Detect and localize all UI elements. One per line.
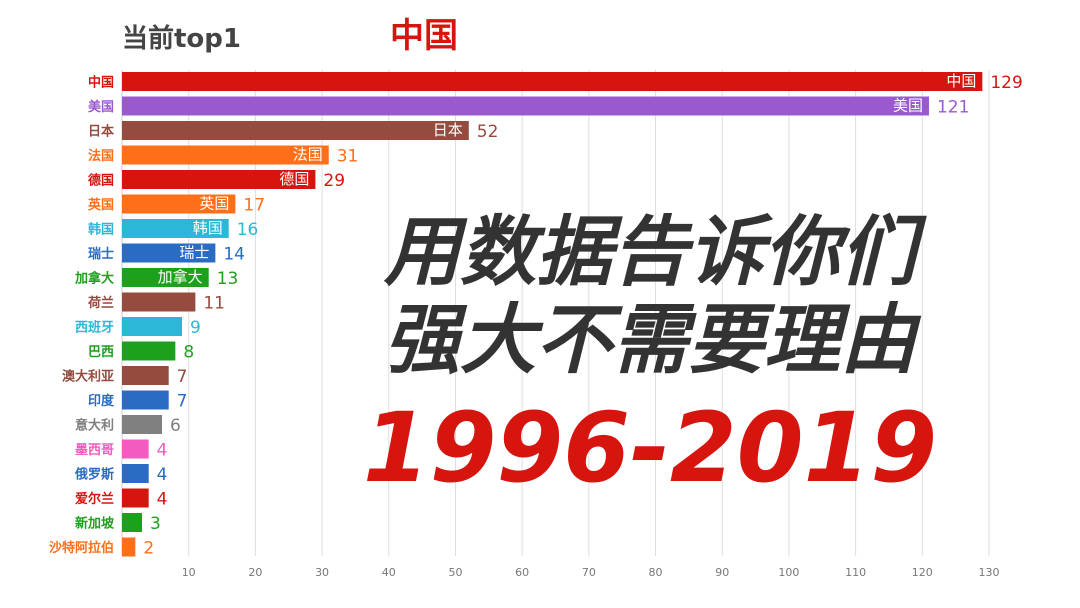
bar-inner-label: 德国	[279, 170, 309, 188]
overlay-line-2: 强大不需要理由	[384, 295, 916, 384]
bar	[122, 145, 329, 165]
category-label: 荷兰	[87, 295, 114, 311]
category-label: 俄罗斯	[74, 467, 114, 483]
value-label: 6	[170, 416, 181, 436]
value-label: 4	[157, 490, 168, 510]
value-label: 13	[217, 269, 239, 289]
bar-inner-label: 日本	[433, 121, 463, 139]
value-label: 121	[937, 98, 969, 118]
x-tick-label: 80	[649, 566, 663, 579]
category-label: 加拿大	[74, 271, 114, 287]
value-label: 4	[157, 441, 168, 461]
overlay-line-1: 用数据告诉你们	[384, 207, 916, 296]
bar	[122, 219, 229, 238]
value-label: 7	[177, 367, 188, 387]
value-label: 7	[177, 392, 188, 412]
x-tick-label: 70	[582, 566, 596, 579]
bar	[122, 537, 136, 557]
x-tick-label: 40	[382, 566, 396, 579]
bar	[122, 439, 149, 459]
bar	[122, 121, 469, 140]
bar-inner-label: 瑞士	[179, 244, 209, 262]
category-label: 印度	[88, 393, 115, 409]
bar	[122, 317, 183, 336]
category-label: 西班牙	[75, 320, 114, 336]
category-label: 沙特阿拉伯	[49, 540, 114, 556]
value-label: 52	[477, 122, 499, 142]
category-label: 爱尔兰	[75, 491, 114, 507]
x-tick-label: 60	[515, 566, 529, 579]
category-label: 新加坡	[75, 516, 115, 532]
category-label: 中国	[88, 75, 114, 91]
bar-inner-label: 法国	[293, 146, 323, 164]
bar	[122, 464, 149, 483]
x-tick-label: 120	[912, 566, 933, 579]
value-label: 8	[183, 343, 194, 363]
bar	[122, 243, 216, 263]
value-label: 129	[990, 73, 1022, 93]
category-label: 法国	[88, 148, 114, 164]
x-tick-label: 20	[248, 566, 262, 579]
bar	[122, 170, 316, 189]
bar	[122, 292, 196, 312]
value-label: 2	[143, 539, 154, 559]
bar	[122, 96, 929, 116]
bar-inner-label: 加拿大	[158, 268, 203, 286]
overlay-year-range: 1996-2019	[362, 392, 938, 504]
category-label: 美国	[88, 99, 114, 115]
bar	[122, 341, 176, 361]
x-tick-label: 90	[715, 566, 729, 579]
bar	[122, 390, 169, 410]
value-label: 14	[223, 245, 245, 265]
bar-inner-label: 英国	[199, 195, 229, 213]
x-tick-label: 130	[979, 566, 1000, 579]
bar	[122, 415, 163, 434]
value-label: 31	[337, 147, 359, 167]
value-label: 16	[237, 220, 259, 240]
chart-title: 当前top1	[122, 24, 241, 54]
category-label: 日本	[88, 124, 114, 140]
category-label: 巴西	[88, 345, 114, 360]
bar-inner-label: 美国	[893, 97, 923, 115]
bar	[122, 366, 169, 385]
current-leader: 中国	[390, 16, 458, 56]
value-label: 3	[150, 514, 161, 534]
category-label: 意大利	[75, 418, 114, 434]
category-label: 英国	[87, 197, 114, 213]
bar	[122, 194, 236, 214]
value-label: 11	[203, 294, 225, 314]
value-label: 9	[190, 318, 201, 338]
category-label: 德国	[88, 173, 114, 189]
value-label: 4	[157, 465, 168, 485]
x-tick-label: 30	[315, 566, 329, 579]
category-label: 韩国	[88, 222, 114, 238]
category-label: 墨西哥	[75, 442, 114, 458]
bar-inner-label: 中国	[946, 72, 976, 90]
bar	[122, 72, 983, 91]
category-label: 澳大利亚	[62, 369, 114, 385]
bar	[122, 488, 149, 508]
bar-inner-label: 韩国	[193, 219, 223, 237]
category-label: 瑞士	[88, 246, 114, 262]
bar	[122, 268, 209, 287]
x-tick-label: 50	[448, 566, 462, 579]
x-tick-label: 110	[845, 566, 866, 579]
x-tick-label: 10	[182, 566, 196, 579]
bar	[122, 513, 143, 532]
value-label: 17	[243, 196, 265, 216]
x-tick-label: 100	[778, 566, 799, 579]
value-label: 29	[323, 171, 345, 191]
